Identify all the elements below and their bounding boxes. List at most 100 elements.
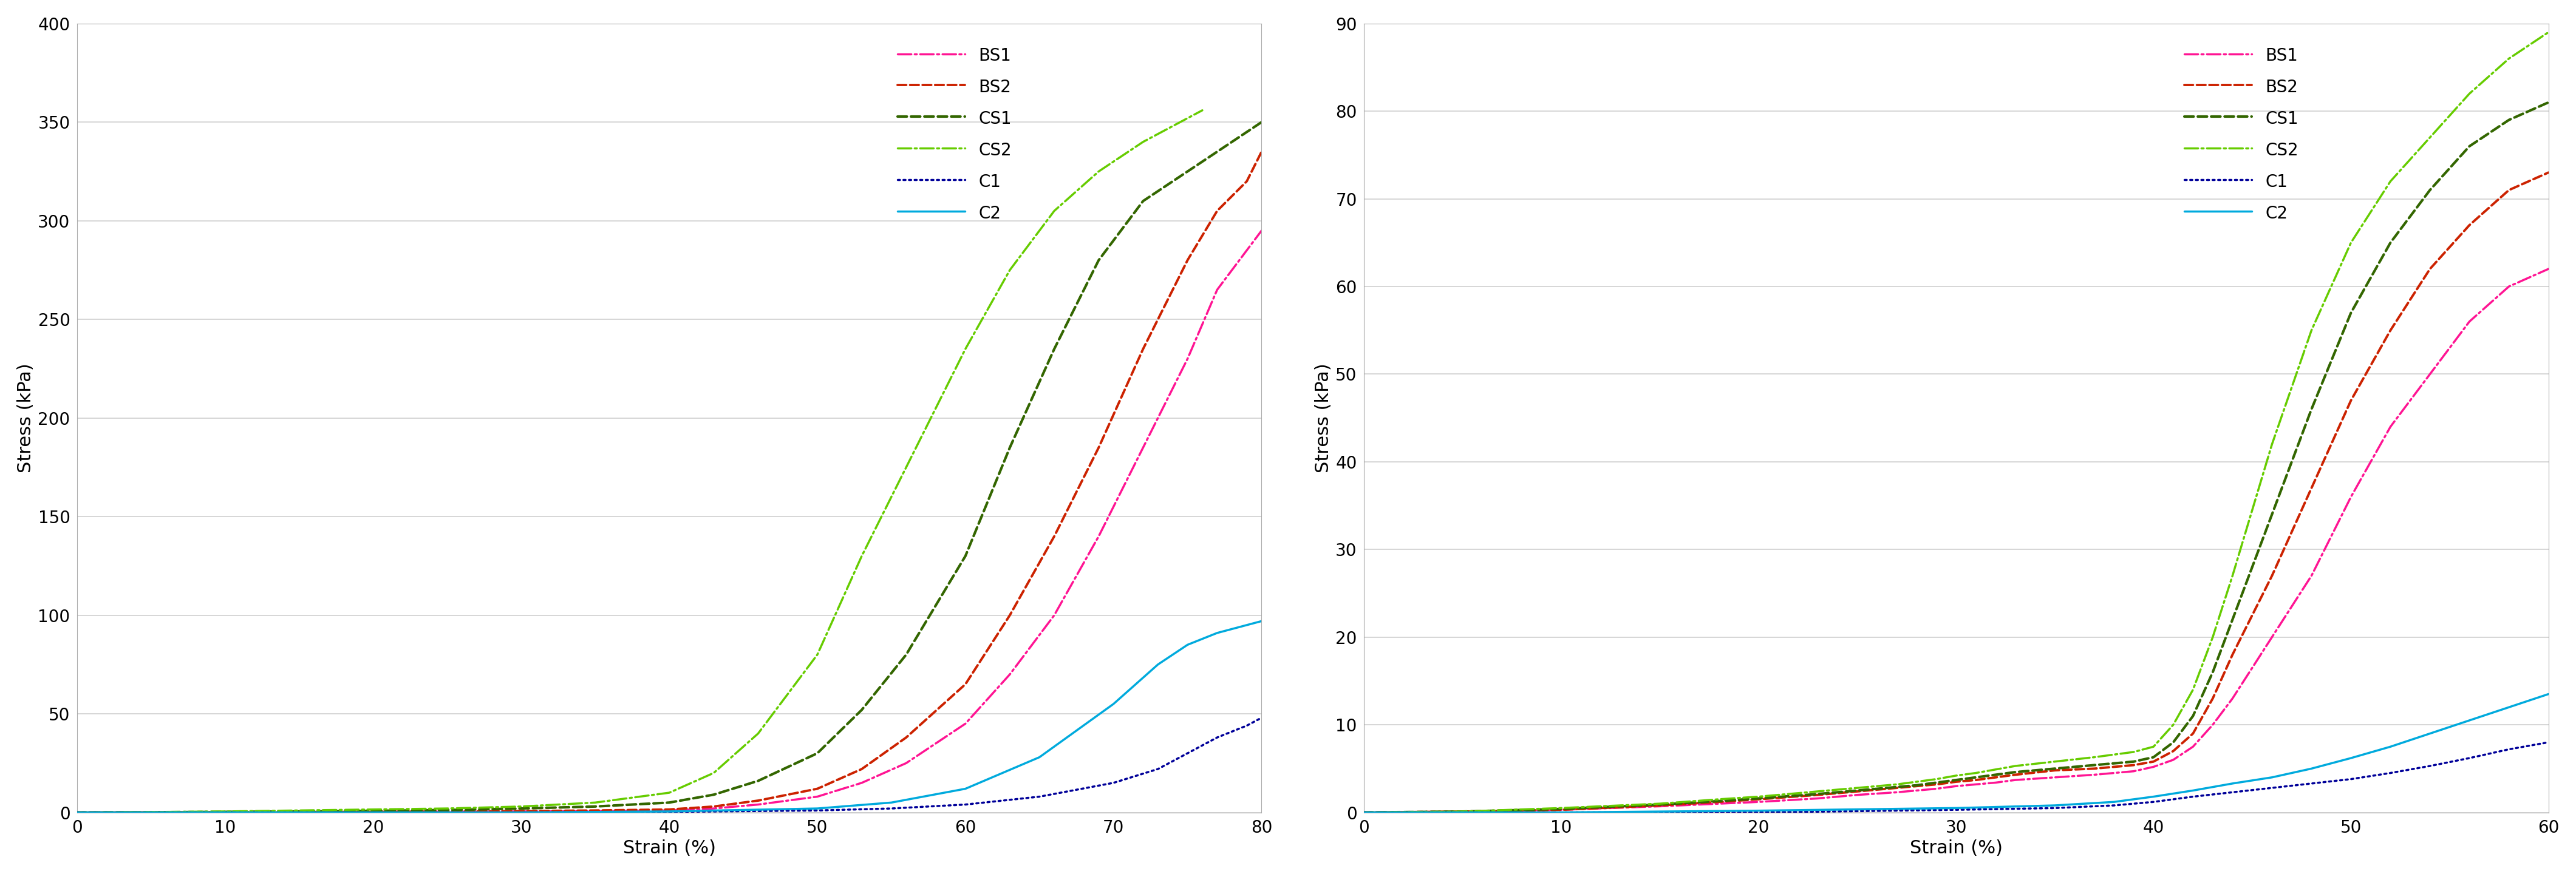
BS1 bbox=[2040, 772, 2071, 782]
BS2 bbox=[2117, 760, 2148, 770]
C1 bbox=[951, 800, 981, 810]
CS1 bbox=[1960, 772, 1991, 782]
C1 bbox=[1141, 764, 1172, 774]
CS2 bbox=[1744, 792, 1775, 802]
CS1 bbox=[891, 649, 922, 660]
C1 bbox=[2138, 797, 2169, 808]
BS2 bbox=[209, 807, 240, 817]
BS2 bbox=[137, 807, 167, 817]
CS2 bbox=[801, 649, 832, 660]
BS1 bbox=[1901, 785, 1932, 795]
BS2 bbox=[1448, 807, 1479, 817]
CS1 bbox=[2414, 184, 2445, 195]
C1 bbox=[2099, 801, 2130, 811]
C1 bbox=[2295, 778, 2326, 788]
X-axis label: Strain (%): Strain (%) bbox=[623, 840, 716, 857]
C2 bbox=[1347, 808, 1378, 818]
CS1 bbox=[283, 806, 314, 816]
CS2 bbox=[2079, 752, 2110, 762]
C1 bbox=[2040, 803, 2071, 814]
CS1 bbox=[505, 803, 536, 814]
CS2 bbox=[1038, 205, 1069, 216]
C2 bbox=[2099, 797, 2130, 808]
BS2 bbox=[2218, 649, 2249, 660]
BS1 bbox=[2138, 761, 2169, 772]
CS1 bbox=[654, 797, 685, 808]
CS2 bbox=[891, 462, 922, 473]
C2 bbox=[1247, 616, 1278, 627]
Y-axis label: Stress (kPa): Stress (kPa) bbox=[1314, 363, 1332, 473]
CS2 bbox=[1960, 767, 1991, 778]
CS2 bbox=[1842, 782, 1873, 793]
CS1 bbox=[994, 442, 1025, 453]
X-axis label: Strain (%): Strain (%) bbox=[1909, 840, 2002, 857]
BS1 bbox=[1880, 787, 1911, 797]
CS2 bbox=[1188, 105, 1218, 115]
C2 bbox=[1200, 628, 1231, 638]
CS2 bbox=[2336, 238, 2367, 248]
Line: BS2: BS2 bbox=[77, 152, 1262, 813]
CS2 bbox=[358, 804, 389, 815]
C1 bbox=[2177, 792, 2208, 802]
BS2 bbox=[283, 807, 314, 817]
CS1 bbox=[1643, 800, 1674, 810]
C2 bbox=[2295, 763, 2326, 773]
BS2 bbox=[1981, 772, 2012, 782]
CS2 bbox=[742, 728, 773, 739]
CS2 bbox=[2494, 53, 2524, 64]
BS2 bbox=[2336, 395, 2367, 406]
CS1 bbox=[1448, 807, 1479, 817]
C1 bbox=[2375, 767, 2406, 778]
C1 bbox=[209, 808, 240, 818]
CS1 bbox=[137, 807, 167, 817]
C2 bbox=[801, 803, 832, 814]
C1 bbox=[654, 807, 685, 817]
C1 bbox=[1940, 805, 1971, 815]
BS1 bbox=[1084, 531, 1115, 542]
BS2 bbox=[1200, 205, 1231, 216]
C1 bbox=[505, 808, 536, 818]
CS2 bbox=[2099, 749, 2130, 760]
BS2 bbox=[698, 801, 729, 812]
BS1 bbox=[2197, 719, 2228, 730]
CS2 bbox=[848, 551, 878, 561]
BS2 bbox=[2159, 746, 2190, 756]
Line: CS1: CS1 bbox=[1363, 102, 2548, 813]
BS2 bbox=[2494, 184, 2524, 195]
BS1 bbox=[1922, 783, 1953, 794]
BS2 bbox=[891, 732, 922, 743]
C1 bbox=[358, 808, 389, 818]
CS2 bbox=[654, 787, 685, 798]
C1 bbox=[1097, 778, 1128, 788]
C1 bbox=[1347, 808, 1378, 818]
BS2 bbox=[994, 610, 1025, 621]
BS1 bbox=[2455, 316, 2486, 327]
CS1 bbox=[2079, 760, 2110, 770]
CS1 bbox=[2375, 238, 2406, 248]
CS2 bbox=[433, 803, 464, 814]
BS2 bbox=[2138, 756, 2169, 766]
CS1 bbox=[2040, 763, 2071, 773]
BS2 bbox=[1999, 769, 2030, 780]
BS1 bbox=[2375, 421, 2406, 432]
Y-axis label: Stress (kPa): Stress (kPa) bbox=[18, 363, 33, 473]
C1 bbox=[1025, 792, 1056, 802]
CS2 bbox=[2375, 176, 2406, 186]
BS2 bbox=[1038, 531, 1069, 542]
Line: CS2: CS2 bbox=[77, 110, 1203, 813]
BS1 bbox=[137, 807, 167, 817]
CS2 bbox=[1546, 803, 1577, 814]
BS2 bbox=[1247, 147, 1278, 157]
C1 bbox=[1247, 712, 1278, 723]
BS1 bbox=[505, 806, 536, 816]
CS1 bbox=[1880, 781, 1911, 792]
C2 bbox=[2138, 792, 2169, 802]
BS2 bbox=[505, 806, 536, 816]
CS1 bbox=[1546, 804, 1577, 815]
CS1 bbox=[1347, 808, 1378, 818]
BS1 bbox=[2099, 767, 2130, 778]
BS1 bbox=[358, 807, 389, 817]
CS2 bbox=[505, 801, 536, 812]
CS1 bbox=[2177, 711, 2208, 721]
CS1 bbox=[1084, 255, 1115, 266]
